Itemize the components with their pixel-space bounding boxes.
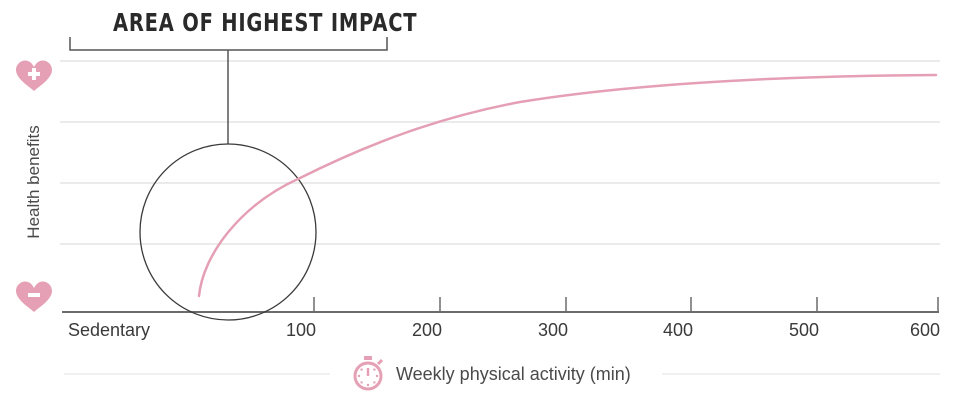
stopwatch-icon (353, 356, 384, 391)
heart-plus-icon (16, 60, 52, 91)
benefit-curve (197, 73, 938, 298)
x-tick-label: 400 (662, 320, 693, 340)
annotation-title: AREA OF HIGHEST IMPACT (113, 8, 418, 37)
y-axis-label: Health benefits (24, 125, 43, 239)
x-tick-label: 500 (788, 320, 819, 340)
x-axis-ticks (313, 297, 939, 312)
gridlines (60, 60, 940, 245)
annotation-bracket (69, 37, 388, 144)
x-tick-label: 600 (909, 320, 940, 340)
x-tick-label: 100 (285, 320, 316, 340)
x-tick-label: 200 (411, 320, 442, 340)
highlight-circle (139, 143, 317, 321)
x-axis-label: Weekly physical activity (min) (396, 364, 631, 384)
x-axis-start-label: Sedentary (68, 320, 151, 340)
x-tick-label: 300 (537, 320, 568, 340)
heart-minus-icon (16, 281, 52, 312)
